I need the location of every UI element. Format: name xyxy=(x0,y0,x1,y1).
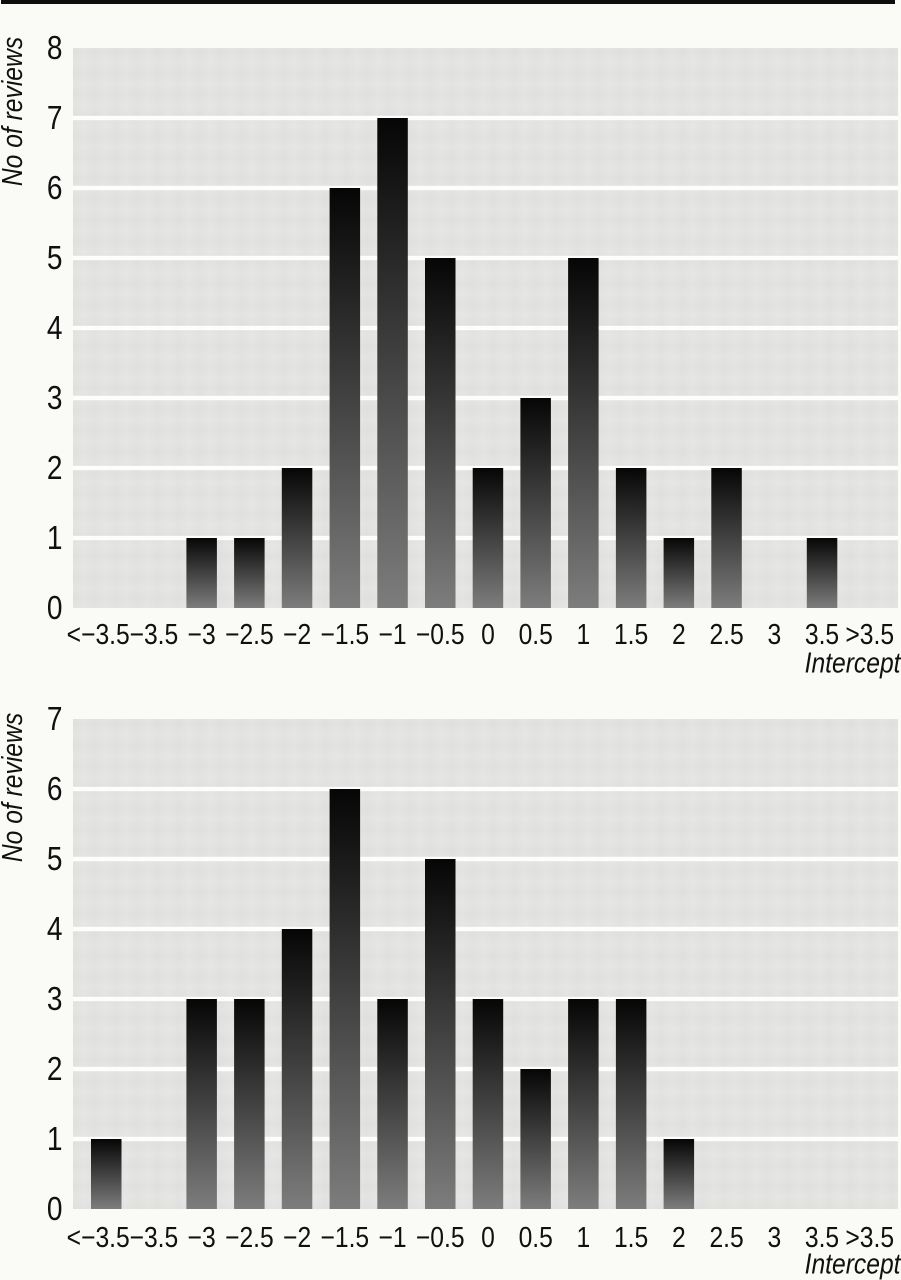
svg-text:7: 7 xyxy=(47,701,63,738)
svg-text:1.5: 1.5 xyxy=(614,618,648,650)
svg-text:1.5: 1.5 xyxy=(614,1221,648,1253)
svg-text:0: 0 xyxy=(47,1191,63,1228)
svg-text:1: 1 xyxy=(577,618,591,650)
svg-text:−2: −2 xyxy=(283,618,311,650)
svg-text:8: 8 xyxy=(47,30,63,67)
svg-text:3: 3 xyxy=(47,380,63,417)
svg-text:5: 5 xyxy=(47,841,63,878)
svg-text:3: 3 xyxy=(767,1221,781,1253)
svg-text:−3.5: −3.5 xyxy=(130,618,179,650)
svg-text:4: 4 xyxy=(47,310,63,347)
svg-text:−1: −1 xyxy=(378,1221,406,1253)
svg-text:<−3.5: <−3.5 xyxy=(67,1221,130,1253)
svg-text:−0.5: −0.5 xyxy=(416,618,465,650)
svg-text:6: 6 xyxy=(47,170,63,207)
svg-text:7: 7 xyxy=(47,100,63,137)
svg-text:0: 0 xyxy=(47,590,63,627)
svg-text:1: 1 xyxy=(577,1221,591,1253)
svg-text:0: 0 xyxy=(481,618,495,650)
svg-text:−1: −1 xyxy=(378,618,406,650)
svg-text:2: 2 xyxy=(672,618,686,650)
svg-text:3: 3 xyxy=(767,618,781,650)
svg-text:2: 2 xyxy=(47,1051,63,1088)
svg-text:3: 3 xyxy=(47,981,63,1018)
svg-text:−2.5: −2.5 xyxy=(225,618,274,650)
svg-text:Intercept: Intercept xyxy=(805,647,901,679)
svg-text:Intercept: Intercept xyxy=(805,1248,901,1280)
svg-text:1: 1 xyxy=(47,520,63,557)
svg-text:−3: −3 xyxy=(188,1221,216,1253)
svg-text:−3: −3 xyxy=(188,618,216,650)
svg-text:4: 4 xyxy=(47,911,63,948)
svg-text:−1.5: −1.5 xyxy=(320,1221,369,1253)
svg-text:5: 5 xyxy=(47,240,63,277)
svg-text:6: 6 xyxy=(47,771,63,808)
svg-text:No of reviews: No of reviews xyxy=(0,713,29,862)
svg-text:2.5: 2.5 xyxy=(709,618,743,650)
svg-text:−2: −2 xyxy=(283,1221,311,1253)
svg-text:−2.5: −2.5 xyxy=(225,1221,274,1253)
svg-text:−1.5: −1.5 xyxy=(320,618,369,650)
svg-text:−0.5: −0.5 xyxy=(416,1221,465,1253)
svg-text:3.5: 3.5 xyxy=(805,618,839,650)
svg-text:0: 0 xyxy=(481,1221,495,1253)
svg-text:0.5: 0.5 xyxy=(519,618,553,650)
svg-text:3.5: 3.5 xyxy=(805,1221,839,1253)
svg-text:2: 2 xyxy=(47,450,63,487)
svg-text:No of reviews: No of reviews xyxy=(0,37,29,186)
svg-text:>3.5: >3.5 xyxy=(845,1221,894,1253)
svg-text:<−3.5: <−3.5 xyxy=(67,618,130,650)
svg-text:>3.5: >3.5 xyxy=(845,618,894,650)
svg-text:2: 2 xyxy=(672,1221,686,1253)
svg-text:2.5: 2.5 xyxy=(709,1221,743,1253)
svg-text:0.5: 0.5 xyxy=(519,1221,553,1253)
svg-text:−3.5: −3.5 xyxy=(130,1221,179,1253)
svg-text:1: 1 xyxy=(47,1121,63,1158)
